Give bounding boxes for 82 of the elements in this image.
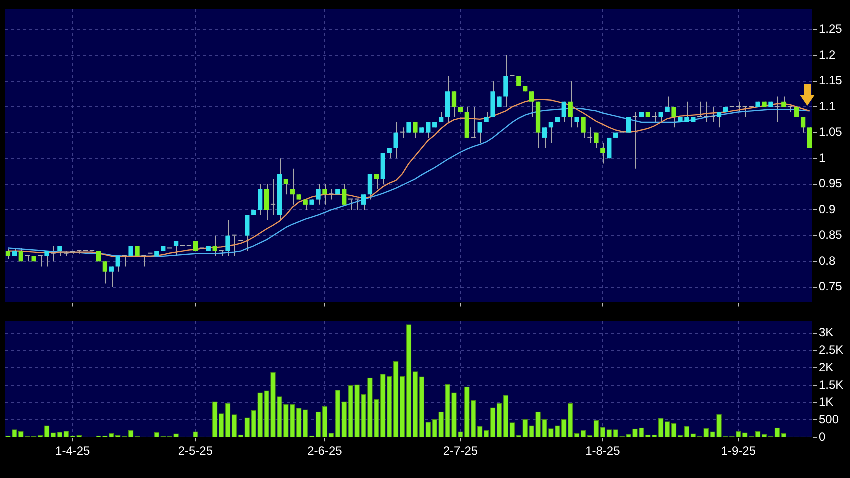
candlestick	[698, 101, 702, 118]
candlestick	[361, 194, 366, 211]
x-tick-label: 2-6-25	[308, 444, 343, 458]
candlestick	[18, 248, 24, 262]
candlestick	[478, 122, 482, 144]
candlestick	[142, 255, 146, 268]
candlestick	[342, 184, 347, 206]
x-tick-label: 2-5-25	[178, 444, 214, 458]
candlestick	[400, 127, 405, 138]
candlestick	[374, 174, 380, 190]
candlestick	[270, 178, 276, 216]
candlestick	[504, 55, 508, 108]
candlestick	[775, 96, 780, 124]
candlestick	[290, 168, 295, 206]
candlestick	[529, 91, 534, 118]
candlestick	[600, 142, 606, 164]
candlestick	[742, 106, 748, 118]
candlestick	[368, 174, 373, 200]
candlestick	[471, 106, 476, 138]
y-tick-label: 1	[819, 150, 826, 165]
y-tick-label: 1.15	[819, 74, 843, 88]
candlestick	[716, 112, 722, 128]
y-tick-label: 0.85	[819, 228, 843, 242]
y-tick-label: 2.5K	[819, 343, 844, 358]
y-tick-label: 2K	[819, 360, 834, 374]
y-tick-label: 3K	[819, 326, 834, 340]
candlestick	[632, 112, 638, 170]
y-tick-label: 1.25	[819, 22, 843, 36]
candlestick	[58, 246, 62, 257]
candlestick	[329, 188, 334, 200]
y-tick-label: 0.75	[819, 280, 843, 294]
candlestick	[794, 106, 800, 118]
candlestick	[51, 246, 56, 262]
candlestick	[394, 122, 398, 160]
candlestick	[568, 80, 573, 128]
candlestick	[704, 101, 709, 124]
y-tick-label: 1K	[819, 395, 834, 410]
candlestick	[672, 106, 676, 128]
candlestick	[109, 266, 114, 288]
y-tick-label: 0.95	[819, 176, 843, 191]
candlestick	[736, 101, 741, 113]
candlestick	[588, 127, 592, 144]
candlestick	[264, 184, 270, 221]
candlestick	[452, 91, 457, 118]
y-tick-label: 500	[819, 412, 840, 427]
candlestick	[245, 214, 250, 252]
candlestick	[542, 127, 548, 149]
candlestick	[122, 255, 127, 268]
y-tick-label: 1.2	[819, 48, 836, 62]
candlestick	[807, 127, 812, 149]
candlestick	[516, 76, 522, 87]
candlestick	[232, 234, 237, 257]
candlestick	[581, 116, 586, 138]
candlestick	[354, 198, 360, 211]
candlestick	[800, 116, 806, 134]
y-tick-label: 1.05	[819, 125, 843, 140]
candlestick	[626, 116, 632, 134]
candlestick	[710, 106, 716, 124]
x-tick-label: 2-7-25	[443, 444, 478, 458]
x-tick-label: 1-9-25	[721, 444, 756, 458]
candlestick	[6, 248, 11, 260]
y-tick-label: 1.1	[819, 99, 836, 114]
candlestick	[413, 122, 418, 138]
candlestick	[652, 112, 657, 124]
x-tick-label: 1-4-25	[56, 444, 91, 458]
x-tick-label: 1-8-25	[586, 444, 621, 458]
y-tick-label: 0	[819, 430, 826, 444]
candlestick	[548, 122, 554, 144]
candlestick	[316, 184, 321, 206]
candlestick	[658, 112, 664, 124]
candlestick	[174, 240, 179, 257]
candlestick	[258, 184, 263, 216]
candlestick	[562, 101, 566, 124]
candlestick	[116, 256, 120, 272]
candlestick	[38, 255, 43, 268]
candlestick	[348, 198, 354, 211]
candlestick	[102, 261, 108, 284]
y-tick-label: 0.8	[819, 254, 836, 268]
y-tick-label: 0.9	[819, 202, 836, 216]
candlestick	[665, 96, 670, 113]
y-tick-label: 1.5K	[819, 378, 844, 392]
candlestick	[284, 178, 289, 196]
